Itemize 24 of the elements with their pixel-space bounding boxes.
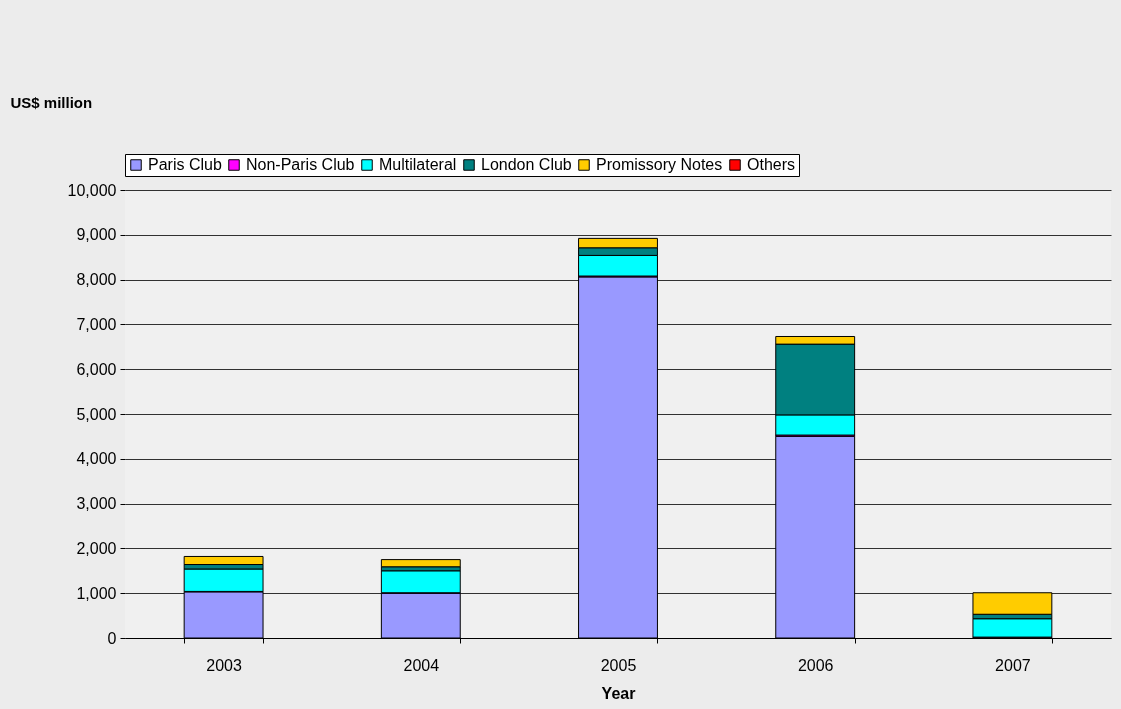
y-tick-label: 9,000 — [76, 226, 117, 244]
legend-label: Non-Paris Club — [246, 156, 355, 173]
legend-label: Multilateral — [379, 156, 457, 173]
y-axis-title: US$ million — [10, 93, 93, 111]
legend-label: Paris Club — [148, 156, 222, 173]
y-tick-label: 6,000 — [76, 360, 117, 378]
x-tick-label: 2005 — [600, 656, 637, 674]
y-tick-label: 3,000 — [76, 495, 117, 513]
y-tick-label: 1,000 — [76, 584, 117, 602]
y-tick-label: 10,000 — [67, 181, 117, 199]
legend-label: Promissory Notes — [596, 156, 723, 173]
y-tick-label: 5,000 — [76, 405, 117, 423]
x-tick-label: 2004 — [403, 656, 440, 674]
y-tick-label: 0 — [107, 629, 117, 647]
y-tick-label: 4,000 — [76, 450, 117, 468]
x-tick-label: 2003 — [206, 656, 242, 674]
legend-label: Others — [747, 156, 796, 173]
y-tick-label: 2,000 — [76, 539, 117, 557]
x-axis-title: Year — [601, 684, 636, 702]
legend-label: London Club — [481, 156, 572, 173]
x-tick-label: 2006 — [797, 656, 834, 674]
x-tick-label: 2007 — [995, 656, 1031, 674]
y-tick-label: 8,000 — [76, 271, 117, 289]
y-tick-label: 7,000 — [76, 315, 117, 333]
